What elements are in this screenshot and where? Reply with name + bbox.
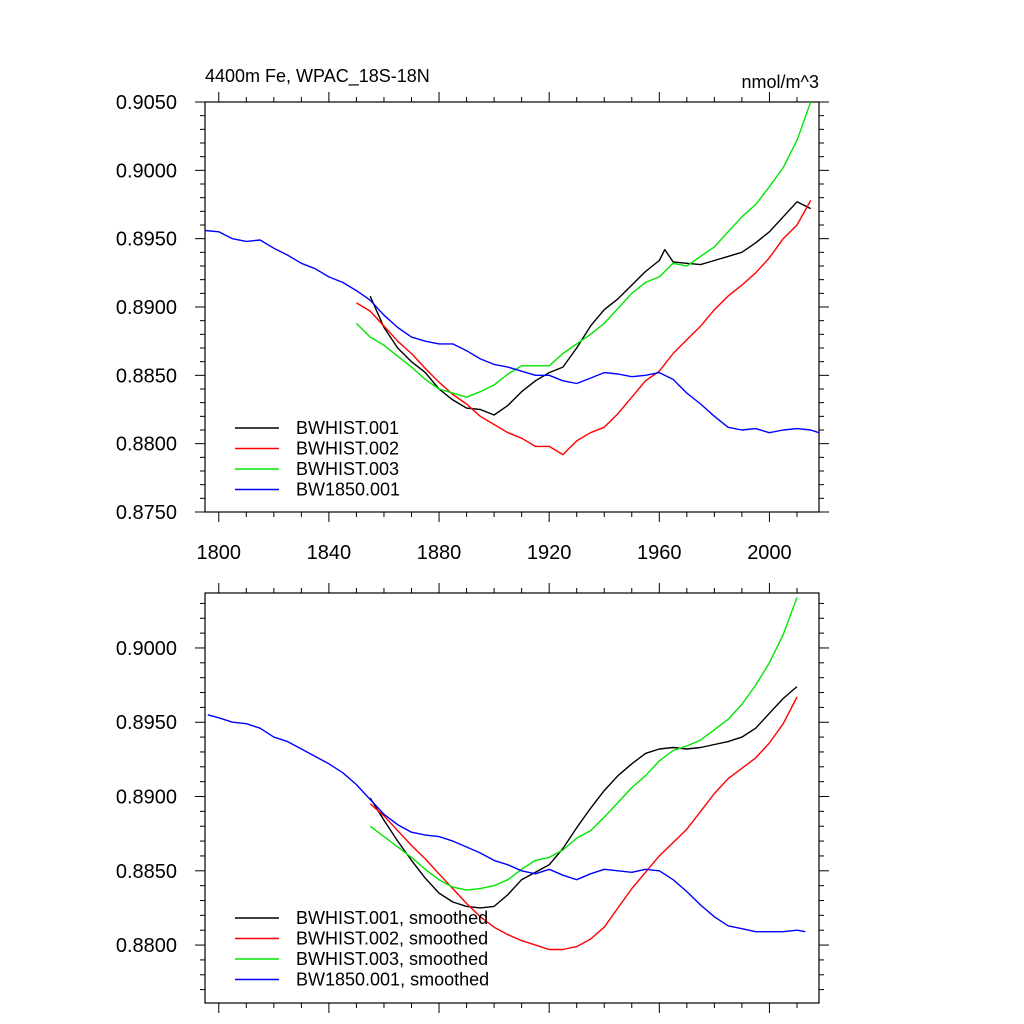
x-tick-label: 1800	[197, 542, 242, 564]
top-chart: 1800 1840 1880 1920 1960 2000 0.8750 0.8800 0.88…	[116, 92, 829, 564]
x-tick-label: 1840	[307, 542, 352, 564]
plot-frame	[204, 592, 820, 1004]
series-line-3	[369, 597, 798, 891]
legend-label: BWHIST.003, smoothed	[296, 949, 488, 969]
y-tick-label: 0.8950	[116, 229, 177, 251]
y-tick-label: 0.8800	[116, 434, 177, 456]
series-line-1	[369, 201, 812, 416]
y-tick-label: 0.8950	[116, 712, 177, 734]
y-tick-label: 0.8850	[116, 365, 177, 387]
y-tick-label: 0.8850	[116, 861, 177, 883]
y-tick-label: 0.9000	[116, 160, 177, 182]
y-tick-label: 0.8900	[116, 297, 177, 319]
x-tick-label: 1920	[527, 542, 572, 564]
y-tick-label: 0.9000	[116, 638, 177, 660]
bottom-chart: 0.8800 0.8850 0.8900 0.8950 0.9000 BWHIST.001…	[116, 583, 829, 1013]
series-line-3	[355, 101, 812, 398]
top-chart-units: nmol/m^3	[742, 72, 819, 92]
series-line-2	[356, 200, 812, 456]
y-tick-label: 0.8900	[116, 787, 177, 809]
series-line-4	[207, 714, 806, 933]
y-tick-label: 0.9050	[116, 92, 177, 114]
legend-label: BWHIST.001, smoothed	[296, 908, 488, 928]
legend-label: BWHIST.002, smoothed	[296, 929, 488, 949]
x-tick-label: 2000	[747, 542, 792, 564]
legend-label: BWHIST.001	[296, 418, 399, 438]
series-line-1	[369, 686, 798, 909]
legend-label: BW1850.001, smoothed	[296, 970, 489, 990]
legend-label: BWHIST.002	[296, 439, 399, 459]
series-line-2	[369, 696, 798, 951]
top-chart-title: 4400m Fe, WPAC_18S-18N	[205, 66, 430, 87]
x-tick-label: 1960	[637, 542, 682, 564]
series-line-4	[204, 229, 820, 434]
legend-label: BW1850.001	[296, 480, 400, 500]
y-tick-label: 0.8800	[116, 935, 177, 957]
legend-label: BWHIST.003	[296, 459, 399, 479]
x-tick-label: 1880	[417, 542, 462, 564]
y-tick-label: 0.8750	[116, 502, 177, 524]
